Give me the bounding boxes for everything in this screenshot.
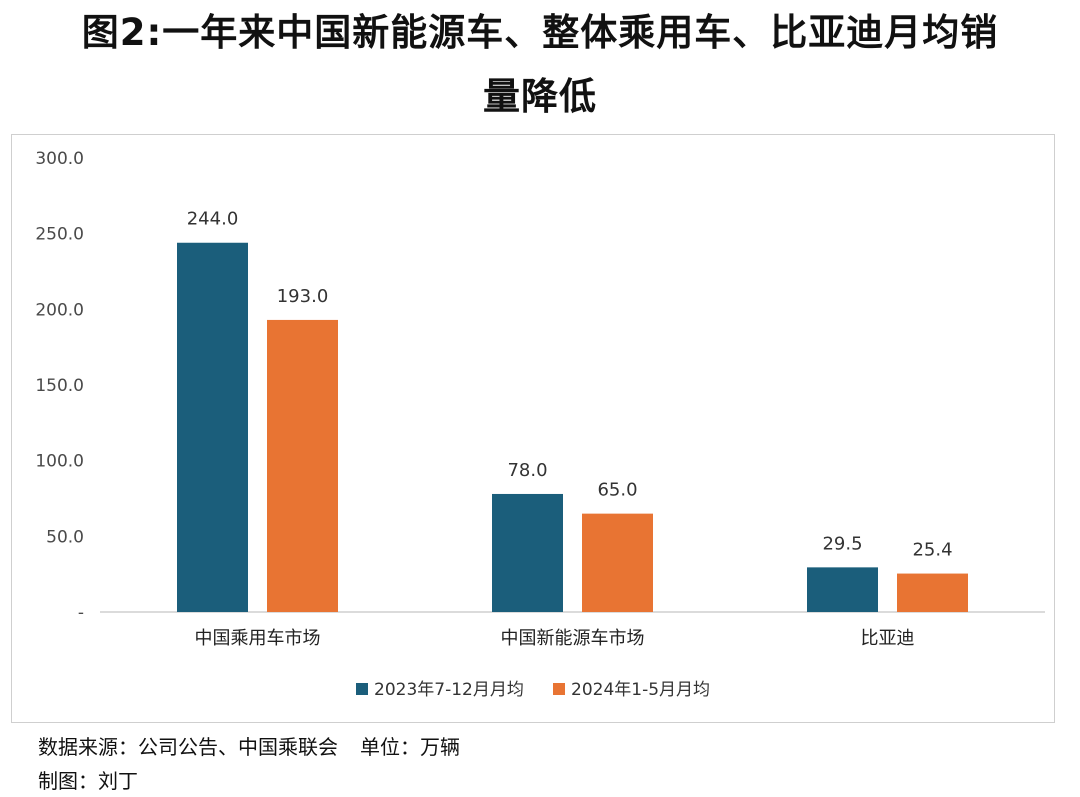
bar: [267, 319, 338, 612]
data-label: 244.0: [187, 209, 239, 230]
unit-label: 单位：万辆: [360, 735, 460, 759]
y-tick-label: 50.0: [46, 527, 84, 547]
x-category-label: 比亚迪: [861, 628, 915, 649]
y-tick-label: 200.0: [35, 300, 84, 320]
x-category-label: 中国乘用车市场: [195, 628, 321, 649]
footer-source-line: 数据来源：公司公告、中国乘联会 单位：万辆: [38, 731, 460, 760]
bar: [807, 567, 878, 612]
data-label: 193.0: [277, 286, 329, 307]
chart-title-line1: 图2:一年来中国新能源车、整体乘用车、比亚迪月均销: [81, 11, 999, 54]
data-source: 数据来源：公司公告、中国乘联会: [38, 735, 338, 759]
bar: [897, 573, 968, 612]
bar: [492, 493, 563, 612]
data-label: 65.0: [597, 480, 637, 501]
data-label: 78.0: [507, 460, 547, 481]
y-tick-label: 300.0: [35, 149, 84, 169]
legend-swatch: [356, 683, 368, 695]
y-tick-label: -: [78, 603, 84, 623]
bar: [177, 242, 248, 612]
y-tick-label: 100.0: [35, 452, 84, 472]
y-tick-label: 250.0: [35, 225, 84, 245]
bar: [582, 513, 653, 612]
chart-title-line2: 量降低: [483, 75, 597, 118]
data-label: 25.4: [912, 540, 952, 561]
legend-label: 2023年7-12月月均: [374, 680, 524, 700]
y-tick-label: 150.0: [35, 376, 84, 396]
data-label: 29.5: [822, 533, 862, 554]
legend-label: 2024年1-5月月均: [571, 680, 710, 700]
footer-author: 制图：刘丁: [38, 769, 138, 793]
legend-swatch: [553, 683, 565, 695]
x-category-label: 中国新能源车市场: [501, 628, 645, 649]
